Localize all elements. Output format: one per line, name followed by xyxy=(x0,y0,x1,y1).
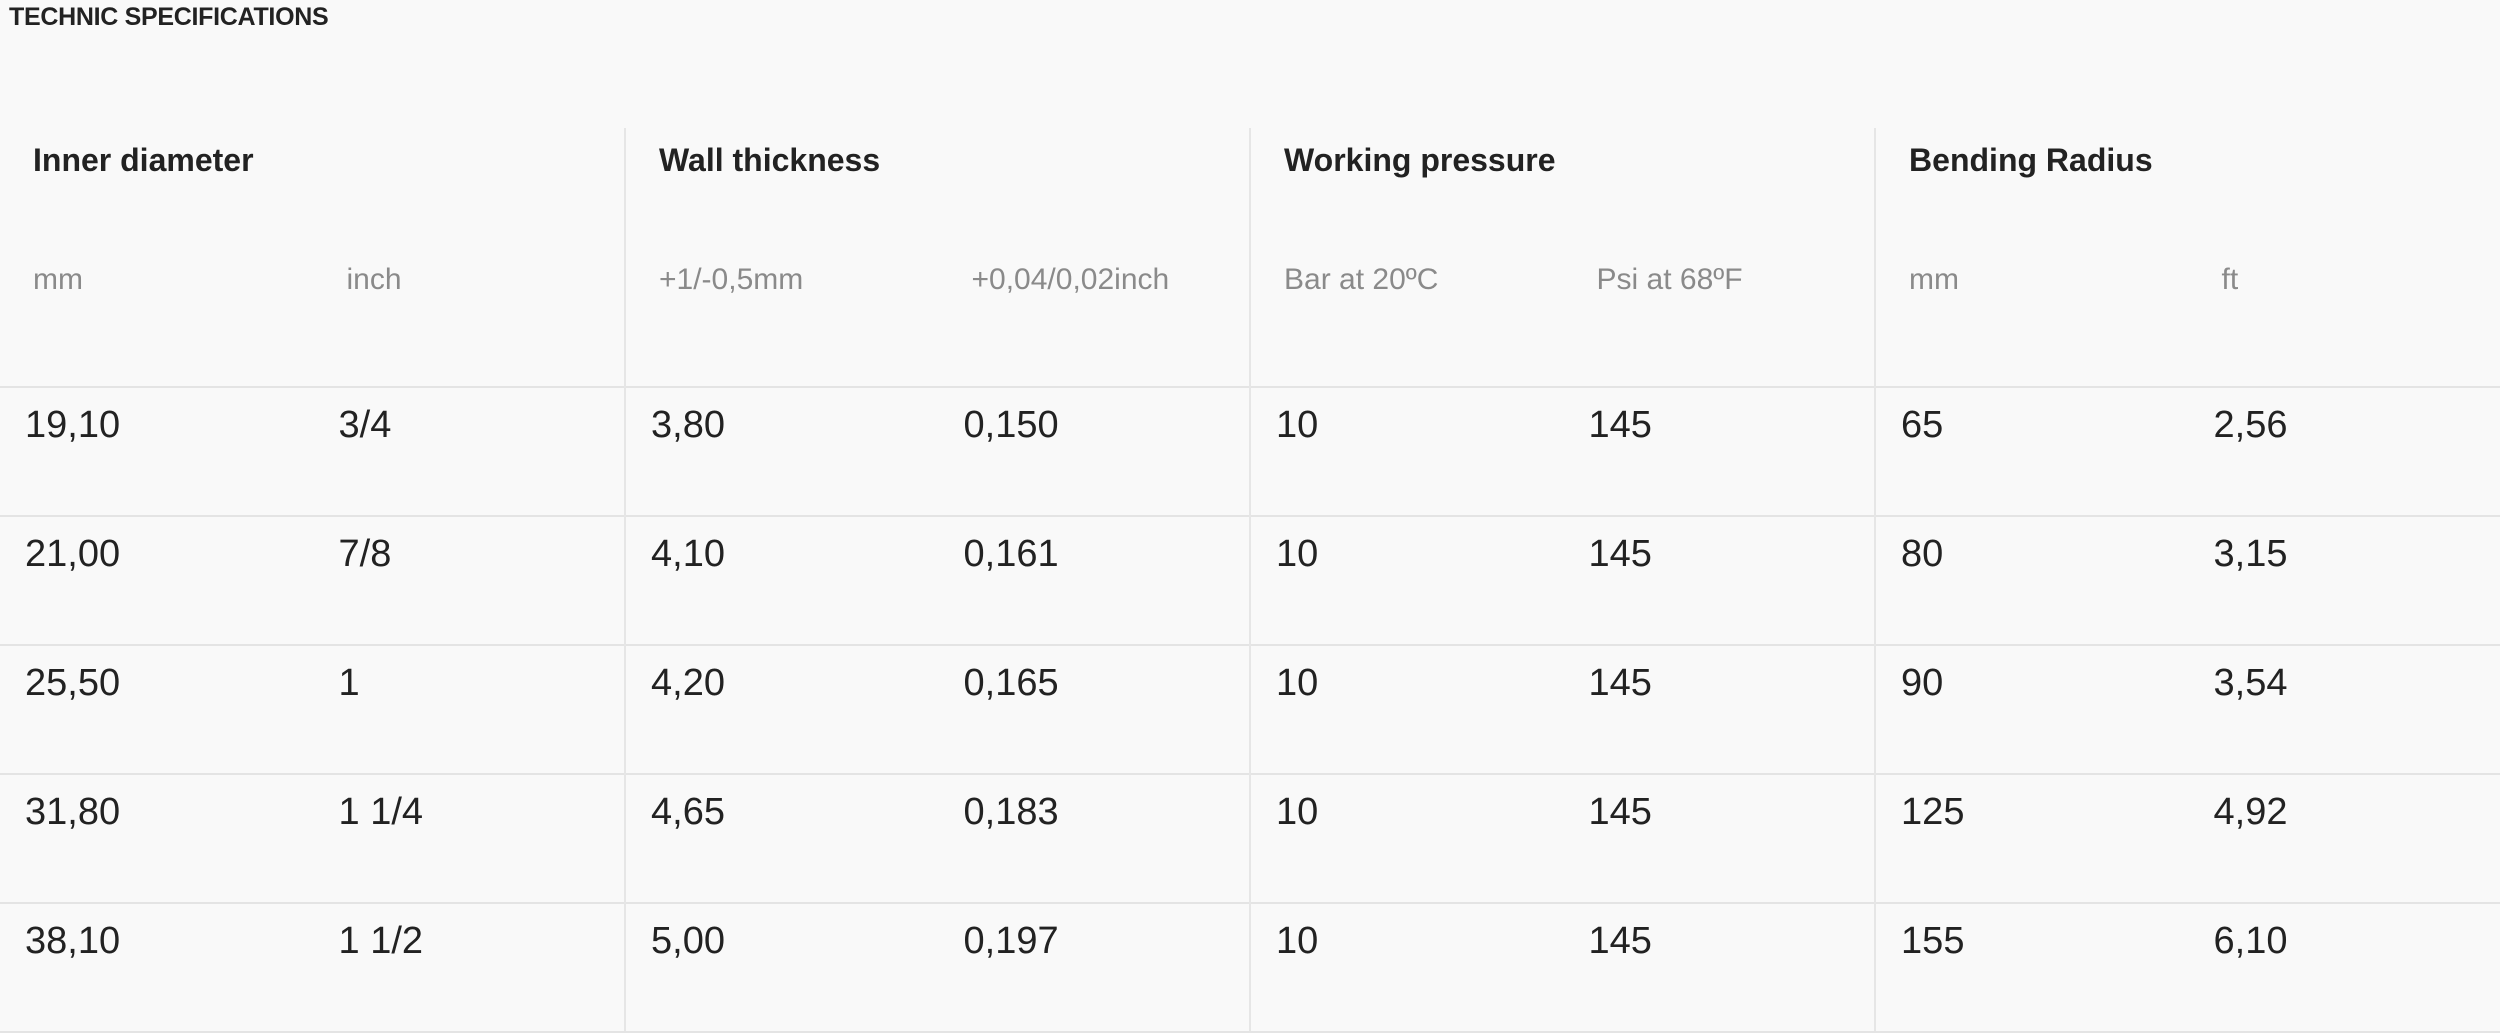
table-cell: 145 xyxy=(1562,902,1876,1033)
table-cell: 155 xyxy=(1874,902,2188,1033)
unit-header: ft xyxy=(2221,263,2239,296)
unit-header: +1/-0,5mm xyxy=(624,251,938,387)
unit-header: Psi at 68ºF xyxy=(1596,263,1743,296)
table-cell: 25,50 xyxy=(0,644,313,774)
table-cell: 3,80 xyxy=(624,386,938,516)
table-cell: 4,20 xyxy=(624,644,938,774)
table-cell: 145 xyxy=(1562,773,1876,903)
unit-header: mm xyxy=(33,263,83,296)
table-cell: 31,80 xyxy=(0,773,313,903)
unit-header: inch xyxy=(346,263,402,296)
table-cell: 145 xyxy=(1562,644,1876,774)
unit-header: mm xyxy=(1874,251,2188,387)
table-cell: 10 xyxy=(1249,773,1563,903)
table-cell: 6,10 xyxy=(2187,902,2500,1033)
table-cell: 90 xyxy=(1874,644,2188,774)
group-header-working-pressure: Working pressure xyxy=(1249,128,1876,251)
table-cell: 10 xyxy=(1249,515,1563,645)
table-row: 38,10 1 1/2 5,00 0,197 10 145 155 6,10 xyxy=(0,902,2500,1033)
group-header-wall-thickness: Wall thickness xyxy=(624,128,1251,251)
section-title: TECHNIC SPECIFICATIONS xyxy=(9,3,329,31)
table-row: 21,00 7/8 4,10 0,161 10 145 80 3,15 xyxy=(0,515,2500,645)
table-cell: 0,183 xyxy=(937,773,1251,903)
table-cell: 145 xyxy=(1562,515,1876,645)
table-cell: 0,150 xyxy=(937,386,1251,516)
table-cell: 19,10 xyxy=(0,386,313,516)
table-cell: 38,10 xyxy=(0,902,313,1033)
table-cell: 10 xyxy=(1249,386,1563,516)
table-cell: 21,00 xyxy=(0,515,313,645)
table-row: 19,10 3/4 3,80 0,150 10 145 65 2,56 xyxy=(0,386,2500,516)
table-cell: 1 xyxy=(312,644,626,774)
unit-header-row: mm inch +1/-0,5mm +0,04/0,02inch Bar at … xyxy=(0,251,2500,387)
table-cell: 0,161 xyxy=(937,515,1251,645)
table-cell: 5,00 xyxy=(624,902,938,1033)
table-cell: 10 xyxy=(1249,644,1563,774)
table-cell: 3,54 xyxy=(2187,644,2500,774)
group-header-bending-radius: Bending Radius xyxy=(1874,128,2500,251)
table-cell: 4,92 xyxy=(2187,773,2500,903)
table-cell: 3,15 xyxy=(2187,515,2500,645)
group-header-row: Inner diameter Wall thickness Working pr… xyxy=(0,128,2500,251)
table-cell: 80 xyxy=(1874,515,2188,645)
table-cell: 0,165 xyxy=(937,644,1251,774)
table-cell: 0,197 xyxy=(937,902,1251,1033)
table-cell: 125 xyxy=(1874,773,2188,903)
table-row: 31,80 1 1/4 4,65 0,183 10 145 125 4,92 xyxy=(0,773,2500,903)
table-cell: 1 1/4 xyxy=(312,773,626,903)
unit-header: Bar at 20ºC xyxy=(1249,251,1563,387)
table-cell: 3/4 xyxy=(312,386,626,516)
table-cell: 4,65 xyxy=(624,773,938,903)
table-cell: 65 xyxy=(1874,386,2188,516)
table-cell: 10 xyxy=(1249,902,1563,1033)
table-cell: 1 1/2 xyxy=(312,902,626,1033)
table-row: 25,50 1 4,20 0,165 10 145 90 3,54 xyxy=(0,644,2500,774)
table-cell: 145 xyxy=(1562,386,1876,516)
table-cell: 4,10 xyxy=(624,515,938,645)
table-cell: 7/8 xyxy=(312,515,626,645)
spec-table: Inner diameter Wall thickness Working pr… xyxy=(0,128,2500,1033)
unit-header: +0,04/0,02inch xyxy=(971,263,1170,296)
group-header-inner-diameter: Inner diameter xyxy=(33,142,254,178)
table-cell: 2,56 xyxy=(2187,386,2500,516)
